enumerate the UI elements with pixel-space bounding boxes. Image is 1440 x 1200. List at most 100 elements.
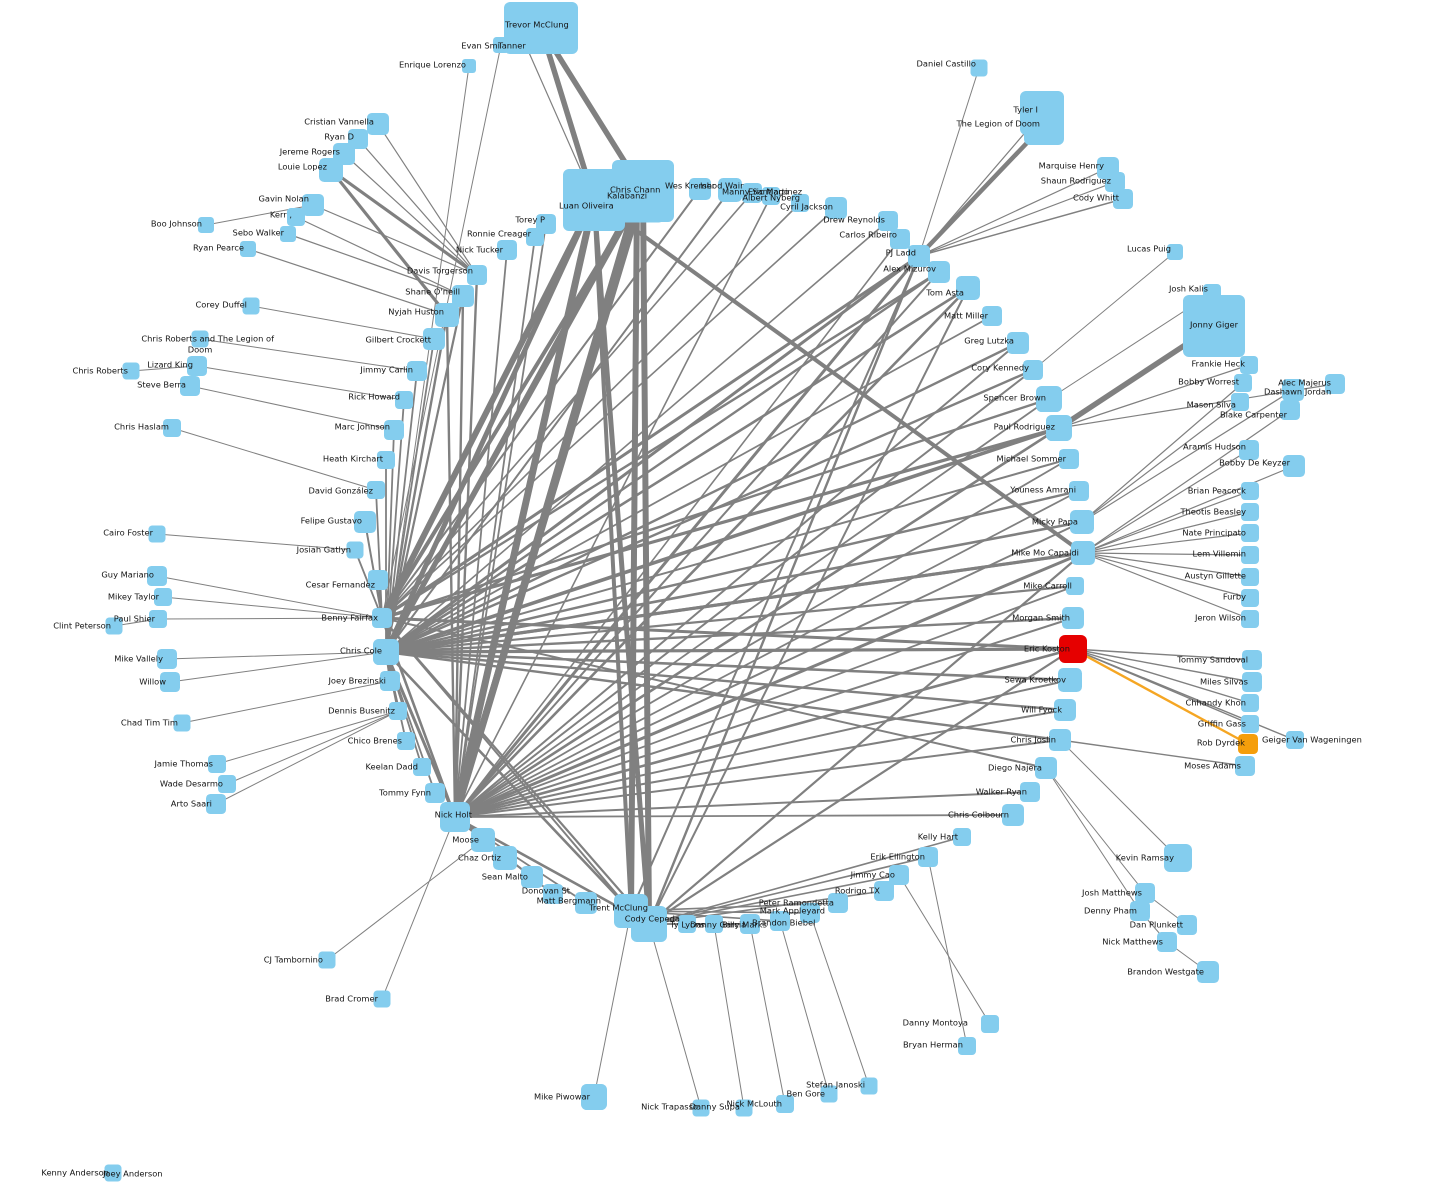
graph-node-davis-torgerson[interactable] [467, 265, 487, 285]
graph-node-wes-kremer[interactable] [689, 178, 711, 200]
graph-node-donovan-st[interactable] [543, 884, 563, 904]
graph-node-wade-desarmo[interactable] [218, 775, 236, 793]
graph-node-alec-majerus[interactable] [1325, 374, 1345, 394]
graph-node-cesar-fernandez[interactable] [368, 570, 388, 590]
graph-node-chris-colbourn[interactable] [1002, 804, 1024, 826]
graph-node-carlos-ribeiro[interactable] [890, 229, 910, 249]
graph-node-chris-cole[interactable] [373, 639, 399, 665]
graph-node-josiah-gatlyn[interactable] [346, 541, 364, 559]
graph-node-willow[interactable] [160, 672, 180, 692]
graph-node-keelan-dadd[interactable] [413, 758, 431, 776]
graph-node-gavin-nolan[interactable] [302, 194, 324, 216]
graph-node-cairo-foster[interactable] [148, 525, 166, 543]
graph-node-lem-villemin[interactable] [1241, 546, 1259, 564]
graph-node-mark-appleyard[interactable] [800, 903, 820, 923]
graph-node-boo-johnson[interactable] [198, 217, 214, 233]
graph-node-nick-holt[interactable] [440, 802, 470, 832]
graph-node-kelly-hart[interactable] [953, 828, 971, 846]
graph-node-ty-lyons[interactable] [678, 915, 696, 933]
graph-node-erik-ellington[interactable] [918, 847, 938, 867]
graph-node-lucas-puig[interactable] [1167, 244, 1183, 260]
graph-node-chris-roberts-legion[interactable] [191, 330, 209, 348]
graph-node-legion-of-doom[interactable] [1024, 105, 1064, 145]
graph-node-greg-lutzka[interactable] [1007, 332, 1029, 354]
graph-node-tanner[interactable] [512, 28, 534, 50]
graph-node-mikey-taylor[interactable] [154, 588, 172, 606]
graph-node-cody-whitt[interactable] [1113, 189, 1133, 209]
graph-node-theotis-beasley[interactable] [1241, 503, 1259, 521]
graph-node-jeron-wilson[interactable] [1241, 610, 1259, 628]
graph-node-kevin-ramsay[interactable] [1164, 844, 1192, 872]
graph-node-joey-brezinski[interactable] [380, 671, 400, 691]
graph-node-danny-montoya[interactable] [981, 1015, 999, 1033]
graph-node-micky-papa[interactable] [1070, 510, 1094, 534]
graph-node-nate-principato[interactable] [1241, 524, 1259, 542]
graph-node-moose[interactable] [471, 828, 495, 852]
graph-node-mike-carroll[interactable] [1066, 577, 1084, 595]
graph-node-gilbert-crockett[interactable] [423, 328, 445, 350]
graph-node-mike-vallely[interactable] [157, 649, 177, 669]
graph-node-jimmy-carlin[interactable] [407, 361, 427, 381]
graph-node-corey-duffel[interactable] [242, 297, 260, 315]
graph-node-sean-malto[interactable] [521, 866, 543, 888]
graph-node-chaz-ortiz[interactable] [493, 846, 517, 870]
graph-node-danny-garcia[interactable] [705, 915, 723, 933]
graph-node-enrique-lorenzo[interactable] [462, 59, 476, 73]
graph-node-rodrigo-tx[interactable] [874, 881, 894, 901]
graph-node-alex-mizurov[interactable] [928, 261, 950, 283]
graph-node-denny-pham[interactable] [1130, 901, 1150, 921]
graph-node-josh-matthews[interactable] [1135, 883, 1155, 903]
graph-node-pj-ladd[interactable] [908, 245, 930, 267]
graph-node-miles-silvas[interactable] [1242, 672, 1262, 692]
graph-node-ronnie-creager[interactable] [526, 228, 544, 246]
graph-node-eric-koston[interactable] [1059, 635, 1087, 663]
graph-node-danny-supa[interactable] [735, 1099, 753, 1117]
graph-node-chico-brenes[interactable] [397, 732, 415, 750]
graph-node-stefan-janoski[interactable] [860, 1077, 878, 1095]
graph-node-blake-carpenter[interactable] [1280, 400, 1300, 420]
graph-node-paul-shier[interactable] [149, 610, 167, 628]
graph-node-daniel-castillo[interactable] [970, 59, 988, 77]
graph-node-nick-tucker[interactable] [497, 240, 517, 260]
graph-node-cody-cepeda[interactable] [631, 906, 667, 942]
graph-node-ryan-pearce[interactable] [240, 241, 256, 257]
graph-node-manny-santiago[interactable] [742, 183, 762, 203]
graph-node-mike-piwowar[interactable] [581, 1084, 607, 1110]
graph-node-shaun-rodriguez[interactable] [1105, 172, 1125, 192]
graph-node-steve-berra[interactable] [180, 376, 200, 396]
graph-node-rob-dyrdek[interactable] [1238, 734, 1258, 754]
graph-node-cristian-vannella[interactable] [367, 113, 389, 135]
graph-node-paul-rodriguez[interactable] [1046, 415, 1072, 441]
graph-node-will-fyock[interactable] [1054, 699, 1076, 721]
graph-node-frankie-heck[interactable] [1240, 356, 1258, 374]
graph-node-sewa-kroetkov[interactable] [1058, 668, 1082, 692]
graph-node-louie-lopez[interactable] [319, 158, 343, 182]
graph-node-sebo-walker[interactable] [280, 226, 296, 242]
graph-node-matt-bergmann[interactable] [575, 892, 597, 914]
graph-node-jonny-giger[interactable] [1183, 295, 1245, 357]
graph-node-david-gonzalez[interactable] [367, 481, 385, 499]
graph-node-chris-roberts[interactable] [122, 362, 140, 380]
graph-node-kalabanzi[interactable] [609, 167, 665, 223]
graph-node-arto-saari[interactable] [206, 794, 226, 814]
graph-node-dennis-busenitz[interactable] [389, 702, 407, 720]
graph-node-jimmy-cao[interactable] [889, 865, 909, 885]
graph-node-bryan-herman[interactable] [958, 1037, 976, 1055]
graph-node-ishod-wair[interactable] [718, 178, 742, 202]
graph-node-rick-howard[interactable] [395, 391, 413, 409]
graph-node-dashawn-jordan[interactable] [1282, 379, 1304, 401]
graph-node-ben-gore[interactable] [820, 1085, 838, 1103]
graph-node-tommy-fynn[interactable] [425, 783, 445, 803]
graph-node-nick-trapasso[interactable] [692, 1099, 710, 1117]
graph-node-marc-johnson[interactable] [384, 420, 404, 440]
graph-node-tommy-sandoval[interactable] [1242, 650, 1262, 670]
graph-node-chhandy-khon[interactable] [1241, 694, 1259, 712]
graph-node-youness-amrani[interactable] [1069, 481, 1089, 501]
graph-node-chad-tim-tim[interactable] [173, 714, 191, 732]
graph-node-spencer-brown[interactable] [1036, 386, 1062, 412]
graph-node-geiger-van-wageningen[interactable] [1286, 731, 1304, 749]
graph-node-heath-kirchart[interactable] [377, 451, 395, 469]
graph-node-nyjah-huston[interactable] [435, 303, 459, 327]
graph-node-brandon-biebel[interactable] [770, 911, 790, 931]
